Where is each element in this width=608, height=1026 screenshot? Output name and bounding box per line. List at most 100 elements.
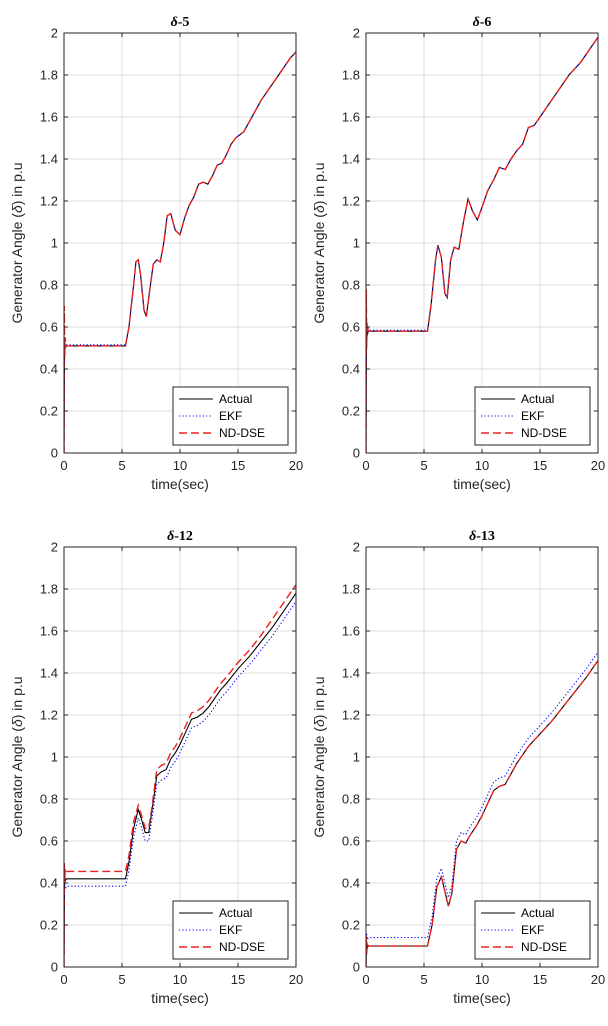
chart-title: δ-5 <box>171 15 190 30</box>
y-tick-label: 1.8 <box>40 68 58 83</box>
y-tick-label: 0.2 <box>40 918 58 933</box>
title-symbol: δ <box>469 529 476 544</box>
series-line-nd-dse <box>64 51 296 453</box>
y-tick-label: 0.2 <box>342 404 360 419</box>
y-tick-label: 1 <box>51 750 58 765</box>
y-tick-label: 1.2 <box>342 708 360 723</box>
chart-title: δ-12 <box>167 529 193 544</box>
y-tick-label: 2 <box>51 26 58 41</box>
legend-box <box>172 386 289 446</box>
legend-label: Actual <box>219 906 252 920</box>
y-tick-label: 0.6 <box>342 834 360 849</box>
legend-label: EKF <box>219 409 242 423</box>
y-tick-label: 0 <box>353 446 360 461</box>
x-tick-label: 15 <box>231 458 245 473</box>
y-tick-label: 0.8 <box>40 278 58 293</box>
x-tick-label: 5 <box>420 458 427 473</box>
legend: Actual EKF ND-DSE <box>474 386 591 446</box>
y-axis-label: Generator Angle (δ) in p.u <box>311 162 327 323</box>
y-label-pre: Generator Angle ( <box>9 727 25 838</box>
x-tick-label: 10 <box>475 458 489 473</box>
y-tick-label: 0.2 <box>40 404 58 419</box>
y-tick-label: 0.2 <box>342 918 360 933</box>
series-line-nd-dse <box>366 36 598 453</box>
title-suffix: -5 <box>178 15 190 30</box>
y-tick-label: 2 <box>353 540 360 555</box>
y-label-post: ) in p.u <box>9 162 25 205</box>
title-symbol: δ <box>167 529 174 544</box>
x-tick-label: 10 <box>173 458 187 473</box>
y-tick-label: 0.8 <box>342 278 360 293</box>
y-tick-label: 0.4 <box>40 362 58 377</box>
y-tick-label: 1.8 <box>342 68 360 83</box>
title-suffix: -13 <box>476 529 495 544</box>
y-tick-label: 0.4 <box>342 362 360 377</box>
y-label-symbol: δ <box>9 205 25 213</box>
y-tick-label: 0.6 <box>40 320 58 335</box>
series-line-ekf <box>64 601 296 967</box>
series-line-actual <box>64 592 296 967</box>
legend: Actual EKF ND-DSE <box>172 386 289 446</box>
x-tick-label: 0 <box>60 972 67 987</box>
x-tick-label: 20 <box>591 458 605 473</box>
chart-panel-2: 0 5 10 15 2000.20.40.60.811.21.41.61.82δ-12t… <box>9 529 303 1006</box>
y-axis-label: Generator Angle (δ) in p.u <box>9 676 25 837</box>
chart-title: δ-13 <box>469 529 495 544</box>
x-tick-label: 15 <box>533 458 547 473</box>
legend: Actual EKF ND-DSE <box>474 900 591 960</box>
chart-panel-0: 0 5 10 15 2000.20.40.60.811.21.41.61.82δ-5ti… <box>9 15 303 492</box>
legend-label: Actual <box>521 392 554 406</box>
x-tick-label: 10 <box>173 972 187 987</box>
y-tick-label: 0.4 <box>40 876 58 891</box>
x-tick-label: 5 <box>118 972 125 987</box>
legend-box <box>474 900 591 960</box>
x-tick-label: 5 <box>118 458 125 473</box>
legend-box <box>474 386 591 446</box>
y-label-pre: Generator Angle ( <box>9 213 25 324</box>
y-tick-label: 1.4 <box>342 152 360 167</box>
y-label-post: ) in p.u <box>311 676 327 719</box>
legend-label: ND-DSE <box>521 940 567 954</box>
series-line-nd-dse <box>64 584 296 967</box>
y-label-symbol: δ <box>9 719 25 727</box>
y-tick-label: 0.8 <box>342 792 360 807</box>
x-tick-label: 15 <box>533 972 547 987</box>
y-tick-label: 1 <box>353 750 360 765</box>
y-tick-label: 1.6 <box>40 624 58 639</box>
y-label-post: ) in p.u <box>9 676 25 719</box>
title-symbol: δ <box>473 15 480 30</box>
x-axis-label: time(sec) <box>453 990 511 1006</box>
series-line-nd-dse <box>366 660 598 967</box>
legend-label: EKF <box>521 923 544 937</box>
y-tick-label: 0 <box>51 446 58 461</box>
legend-label: EKF <box>521 409 544 423</box>
legend-box <box>172 900 289 960</box>
x-axis-label: time(sec) <box>453 476 511 492</box>
x-tick-label: 20 <box>591 972 605 987</box>
chart-title: δ-6 <box>473 15 492 30</box>
y-tick-label: 0.6 <box>342 320 360 335</box>
y-axis-label: Generator Angle (δ) in p.u <box>9 162 25 323</box>
title-symbol: δ <box>171 15 178 30</box>
x-tick-label: 10 <box>475 972 489 987</box>
x-axis-label: time(sec) <box>151 990 209 1006</box>
y-tick-label: 1.2 <box>342 194 360 209</box>
legend-label: ND-DSE <box>219 426 265 440</box>
y-label-pre: Generator Angle ( <box>311 727 327 838</box>
legend-label: ND-DSE <box>521 426 567 440</box>
y-tick-label: 1.6 <box>342 624 360 639</box>
y-tick-label: 0.6 <box>40 834 58 849</box>
title-suffix: -6 <box>480 15 492 30</box>
x-axis-label: time(sec) <box>151 476 209 492</box>
x-tick-label: 0 <box>60 458 67 473</box>
x-tick-label: 15 <box>231 972 245 987</box>
chart-panel-1: 0 5 10 15 2000.20.40.60.811.21.41.61.82δ-6ti… <box>311 15 605 492</box>
y-tick-label: 1.2 <box>40 194 58 209</box>
x-tick-label: 0 <box>362 972 369 987</box>
y-tick-label: 2 <box>353 26 360 41</box>
series-line-ekf <box>366 651 598 967</box>
y-tick-label: 1.6 <box>40 110 58 125</box>
x-tick-label: 5 <box>420 972 427 987</box>
x-tick-label: 20 <box>289 972 303 987</box>
